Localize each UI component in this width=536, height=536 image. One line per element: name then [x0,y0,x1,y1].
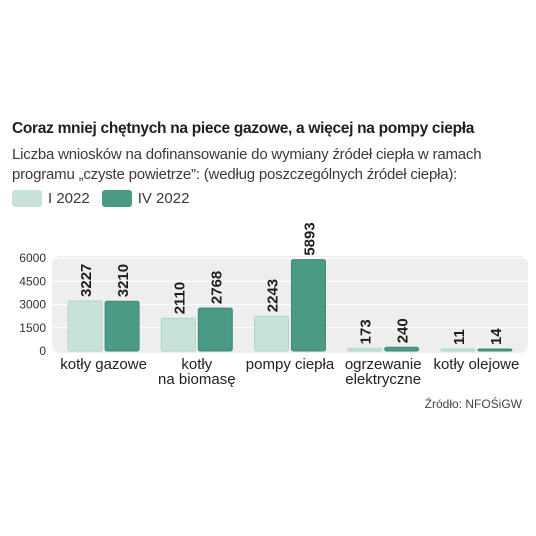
data-label: 2243 [265,279,282,312]
legend-item-series-1: I 2022 [12,189,90,207]
bar-1 [160,317,196,352]
category-label: kotły olejowe [433,356,519,373]
legend: I 2022 IV 2022 [12,188,201,208]
y-tick-label: 6000 [19,251,46,265]
data-label: 14 [488,328,505,345]
source-note: Źródło: NFOŚiGW [424,397,522,411]
chart-subtitle: Liczba wniosków na dofinansowanie do wym… [12,146,482,183]
data-label: 2768 [208,271,225,304]
bar-1 [67,300,103,352]
legend-label-series-1: I 2022 [48,189,90,207]
bar-2 [477,348,513,352]
category-label: elektryczne [345,371,421,388]
bar-1 [440,348,476,352]
y-tick-label: 1500 [19,321,46,335]
data-label: 5893 [302,222,319,255]
bar-1 [254,315,289,352]
data-label: 11 [451,329,468,345]
bar-2 [197,307,233,352]
data-label: 2110 [171,282,188,315]
data-label: 3227 [78,264,95,297]
bar-2 [384,346,420,352]
legend-swatch-series-1 [12,189,42,207]
category-label: kotły gazowe [60,356,147,373]
bar-2 [291,259,326,352]
data-label: 240 [395,318,412,343]
bar-2 [104,300,140,352]
y-tick-label: 4500 [19,274,46,288]
data-label: 173 [358,319,375,344]
legend-swatch-series-2 [101,189,132,207]
y-tick-label: 0 [39,344,46,358]
category-label: ogrzewanie [345,356,422,373]
data-label: 3210 [115,264,132,297]
legend-label-series-2: IV 2022 [137,189,190,207]
y-tick-label: 3000 [19,298,46,312]
category-label: pompy ciepła [246,356,335,373]
legend-item-series-2: IV 2022 [101,189,190,207]
bar-1 [347,347,383,352]
category-label: na biomasę [158,371,236,388]
chart-title: Coraz mniej chętnych na piece gazowe, a … [12,120,475,137]
category-label: kotły [181,356,212,373]
